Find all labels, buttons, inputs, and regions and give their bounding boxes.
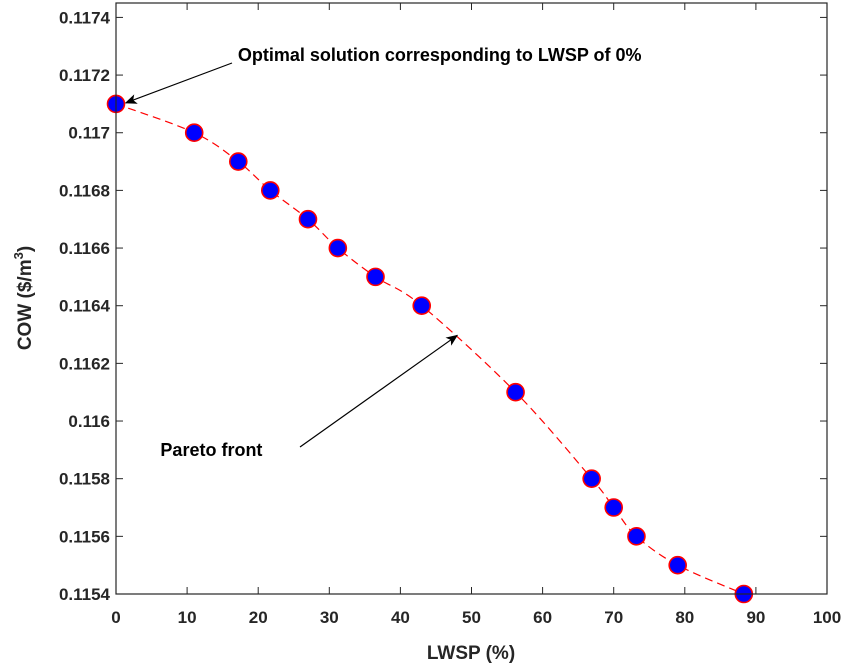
data-point: [604, 498, 624, 517]
data-point: [328, 238, 348, 258]
data-point: [582, 469, 601, 488]
x-tick-label: 20: [249, 608, 268, 627]
y-tick-labels: 0.1154 0.1156 0.1158 0.116 0.1162 0.1164 0.116…: [59, 8, 111, 604]
data-point: [627, 527, 646, 546]
data-point: [260, 181, 280, 200]
y-tick-label: 0.1168: [59, 181, 110, 200]
y-tick-label: 0.116: [68, 412, 110, 431]
x-axis-label: LWSP (%): [427, 643, 515, 664]
plot-frame: [115, 2, 828, 595]
plot-area: [116, 3, 827, 594]
x-tick-label: 10: [178, 608, 197, 627]
data-point: [668, 555, 687, 575]
annotation-arrow-optimal: [124, 62, 233, 104]
x-tick-label: 80: [675, 608, 694, 627]
y-tick-label: 0.1164: [59, 297, 111, 316]
y-tick-label: 0.1174: [59, 8, 111, 27]
y-tick-label: 0.1172: [59, 66, 110, 85]
x-tick-label: 70: [604, 608, 623, 627]
x-tick-label: 0: [111, 608, 120, 627]
annotation-pareto-front: Pareto front: [160, 440, 262, 460]
annotations: Optimal solution corresponding to LWSP o…: [124, 45, 642, 460]
y-axis-label-close: ): [15, 246, 36, 252]
y-axis-label: COW ($/m3): [11, 246, 36, 350]
data-point: [412, 296, 432, 316]
data-point: [184, 123, 204, 143]
y-tick-label: 0.1158: [59, 470, 110, 489]
y-tick-label: 0.1156: [59, 527, 110, 546]
y-axis-label-superscript: 3: [11, 252, 26, 259]
annotation-arrow-pareto: [299, 334, 459, 448]
y-axis-label-main: COW ($/m: [15, 259, 36, 350]
x-tick-label: 50: [462, 608, 481, 627]
x-tick-labels: 0 10 20 30 40 50 60 70 80 90 100: [111, 608, 841, 627]
y-tick-label: 0.1154: [59, 585, 111, 604]
x-tick-label: 40: [391, 608, 410, 627]
y-tick-label: 0.1166: [59, 239, 110, 258]
y-tick-label: 0.1162: [59, 354, 110, 373]
x-tick-label: 60: [533, 608, 552, 627]
y-tick-label: 0.117: [68, 124, 110, 143]
data-point: [228, 152, 248, 171]
data-point: [298, 209, 318, 229]
annotation-optimal-solution: Optimal solution corresponding to LWSP o…: [238, 45, 642, 65]
x-tick-label: 90: [746, 608, 765, 627]
data-point: [366, 267, 385, 287]
x-tick-label: 100: [813, 608, 841, 627]
x-tick-label: 30: [320, 608, 339, 627]
data-point: [506, 382, 525, 402]
